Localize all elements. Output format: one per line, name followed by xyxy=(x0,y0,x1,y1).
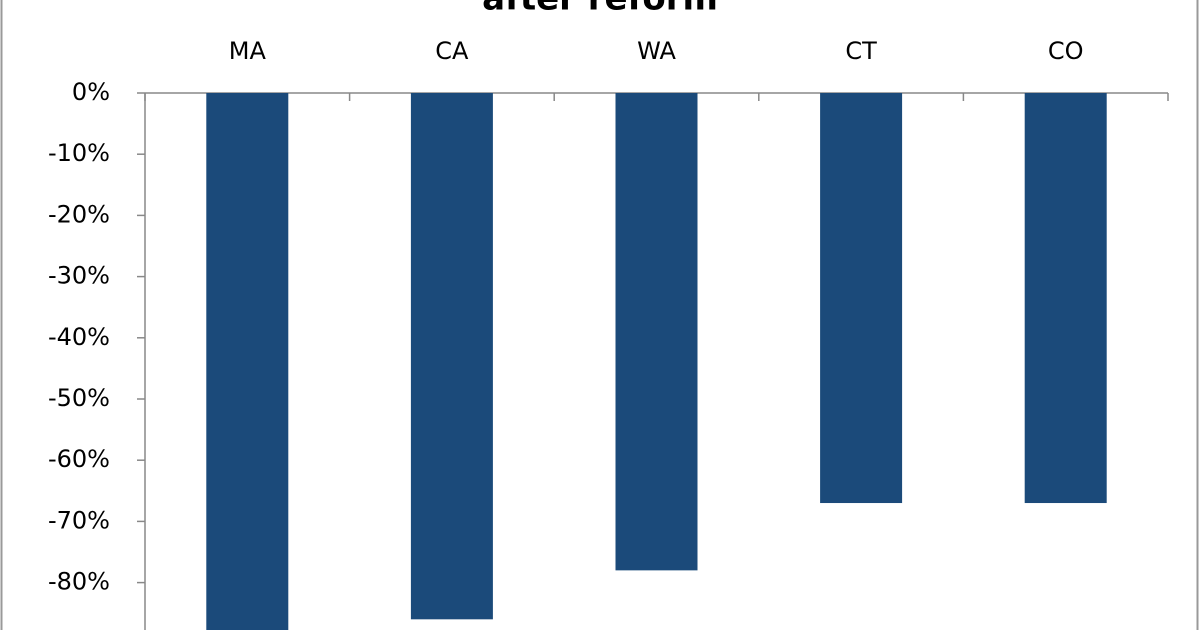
y-tick-label: -30% xyxy=(48,262,110,290)
x-tick-label: CO xyxy=(1048,37,1084,65)
y-tick-label: -50% xyxy=(48,384,110,412)
y-tick-label: 0% xyxy=(72,78,110,106)
x-tick-label: CT xyxy=(845,37,877,65)
y-tick-label: -60% xyxy=(48,445,110,473)
chart-title: after reform xyxy=(482,0,718,19)
x-tick-label: WA xyxy=(637,37,676,65)
bar xyxy=(410,93,493,620)
y-tick-label: -70% xyxy=(48,506,110,534)
bar xyxy=(615,93,698,571)
y-tick-label: -20% xyxy=(48,200,110,228)
y-tick-label: -10% xyxy=(48,139,110,167)
y-tick-label: -80% xyxy=(48,568,110,596)
bar xyxy=(1024,93,1107,504)
y-tick-label: -40% xyxy=(48,323,110,351)
bar xyxy=(820,93,903,504)
x-tick-label: MA xyxy=(229,37,267,65)
bar xyxy=(206,93,289,630)
x-tick-label: CA xyxy=(435,37,469,65)
